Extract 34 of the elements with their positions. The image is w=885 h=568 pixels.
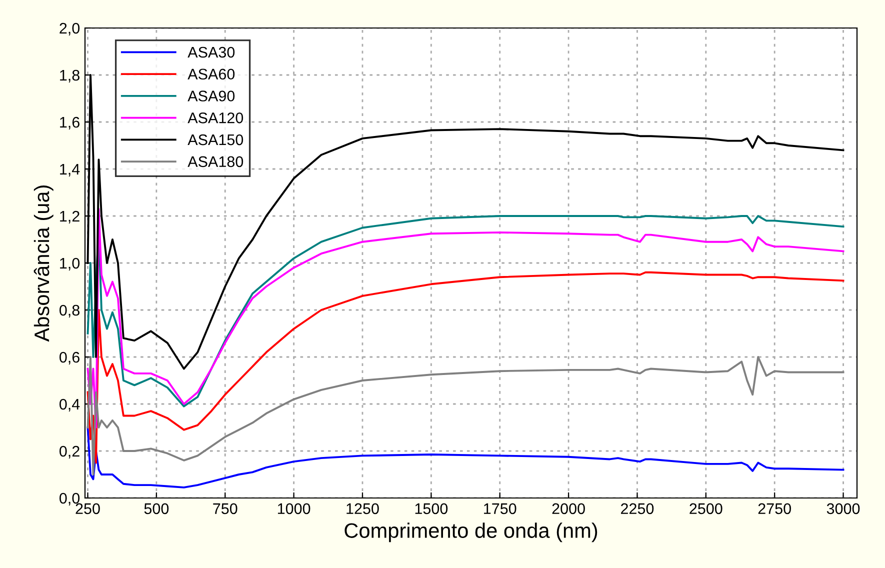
y-axis-title: Absorvância (ua)	[34, 186, 54, 342]
y-tick-label: 1,2	[60, 210, 80, 224]
y-tick-label: 1,4	[60, 164, 80, 176]
legend-label: ASA60	[188, 68, 235, 80]
y-tick-label: 1,8	[60, 70, 80, 82]
line-series	[86, 356, 844, 476]
x-tick-label: 750	[213, 503, 238, 514]
y-tick-label: 1,0	[60, 258, 80, 270]
y-tick-label: 0,4	[60, 398, 80, 412]
x-tick-label: 2500	[690, 503, 722, 514]
legend-label: ASA120	[188, 112, 244, 124]
x-tick-label: 1750	[484, 503, 516, 514]
y-tick-label: 2,0	[60, 22, 80, 36]
x-tick-label: 500	[144, 503, 169, 514]
legend-label: ASA180	[188, 156, 244, 168]
x-tick-label: 1000	[278, 503, 310, 514]
x-tick-label: 2750	[758, 503, 791, 514]
legend-label: ASA90	[188, 90, 235, 102]
x-tick-label: 250	[76, 503, 100, 514]
y-tick-label: 0,2	[60, 446, 80, 458]
y-tick-label: 0,0	[60, 492, 80, 506]
y-tick-label: 0,8	[60, 304, 80, 318]
legend-label: ASA30	[188, 46, 235, 58]
x-axis-title: Comprimento de onda (nm)	[344, 522, 598, 542]
x-tick-label: 2000	[552, 503, 585, 514]
x-tick-label: 2250	[620, 503, 654, 514]
x-tick-label: 1250	[346, 503, 379, 514]
line-series	[86, 426, 844, 488]
x-tick-label: 3000	[826, 503, 860, 514]
y-tick-label: 0,6	[60, 352, 80, 364]
line-series	[86, 271, 844, 464]
x-tick-label: 1500	[415, 503, 448, 514]
y-tick-label: 1,6	[60, 116, 80, 130]
legend-label: ASA150	[188, 134, 244, 146]
